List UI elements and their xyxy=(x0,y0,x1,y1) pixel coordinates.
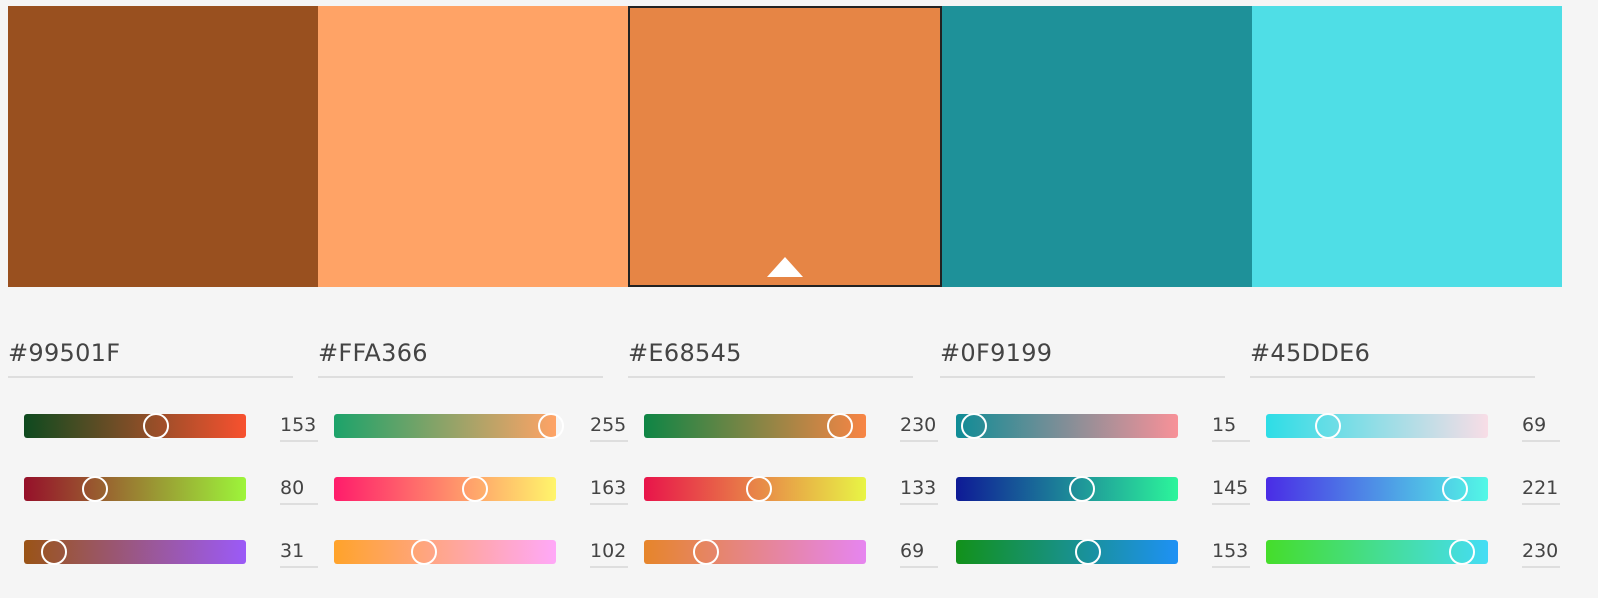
green-value-input[interactable]: 145 xyxy=(1212,473,1250,505)
blue-slider-knob[interactable] xyxy=(693,539,719,565)
blue-slider-track[interactable] xyxy=(334,540,556,564)
blue-slider-track[interactable] xyxy=(644,540,866,564)
red-value-input[interactable]: 255 xyxy=(590,410,628,442)
blue-value-input[interactable]: 102 xyxy=(590,536,628,568)
green-value-input[interactable]: 80 xyxy=(280,473,318,505)
color-swatch-2[interactable] xyxy=(318,6,628,287)
green-value-input[interactable]: 221 xyxy=(1522,473,1560,505)
selected-caret-icon xyxy=(767,257,803,277)
blue-value-input[interactable]: 230 xyxy=(1522,536,1560,568)
red-value-input[interactable]: 69 xyxy=(1522,410,1560,442)
blue-slider-track[interactable] xyxy=(956,540,1178,564)
color-column-3: #E68545 230 133 69 xyxy=(628,330,938,568)
red-value-input[interactable]: 230 xyxy=(900,410,938,442)
red-slider-knob[interactable] xyxy=(1315,413,1341,439)
blue-value-input[interactable]: 69 xyxy=(900,536,938,568)
blue-slider-knob[interactable] xyxy=(41,539,67,565)
green-slider-knob[interactable] xyxy=(82,476,108,502)
green-slider-knob[interactable] xyxy=(746,476,772,502)
hex-input[interactable]: #45DDE6 xyxy=(1250,330,1535,378)
color-column-4: #0F9199 15 145 153 xyxy=(940,330,1250,568)
color-swatch-1[interactable] xyxy=(8,6,318,287)
color-swatch-4[interactable] xyxy=(942,6,1252,287)
red-slider-knob[interactable] xyxy=(827,413,853,439)
green-value-input[interactable]: 163 xyxy=(590,473,628,505)
blue-slider-knob[interactable] xyxy=(1449,539,1475,565)
color-swatch-5[interactable] xyxy=(1252,6,1562,287)
green-slider-track[interactable] xyxy=(24,477,246,501)
blue-value-input[interactable]: 153 xyxy=(1212,536,1250,568)
red-slider-track[interactable] xyxy=(1266,414,1488,438)
color-column-2: #FFA366 255 163 102 xyxy=(318,330,628,568)
blue-slider-knob[interactable] xyxy=(1075,539,1101,565)
green-slider-knob[interactable] xyxy=(462,476,488,502)
color-column-5: #45DDE6 69 221 230 xyxy=(1250,330,1560,568)
red-slider-knob[interactable] xyxy=(143,413,169,439)
color-column-1: #99501F 153 80 31 xyxy=(8,330,318,568)
green-slider-knob[interactable] xyxy=(1442,476,1468,502)
green-slider-knob[interactable] xyxy=(1069,476,1095,502)
blue-value-input[interactable]: 31 xyxy=(280,536,318,568)
hex-input[interactable]: #99501F xyxy=(8,330,293,378)
green-slider-track[interactable] xyxy=(956,477,1178,501)
hex-input[interactable]: #E68545 xyxy=(628,330,913,378)
red-value-input[interactable]: 15 xyxy=(1212,410,1250,442)
blue-slider-knob[interactable] xyxy=(411,539,437,565)
red-slider-track[interactable] xyxy=(956,414,1178,438)
color-swatch-3[interactable] xyxy=(628,6,942,287)
hex-input[interactable]: #0F9199 xyxy=(940,330,1225,378)
green-slider-track[interactable] xyxy=(334,477,556,501)
red-slider-track[interactable] xyxy=(24,414,246,438)
red-value-input[interactable]: 153 xyxy=(280,410,318,442)
red-slider-track[interactable] xyxy=(334,414,556,438)
green-value-input[interactable]: 133 xyxy=(900,473,938,505)
hex-input[interactable]: #FFA366 xyxy=(318,330,603,378)
color-swatch-strip xyxy=(8,6,1598,287)
red-slider-knob[interactable] xyxy=(961,413,987,439)
red-slider-knob[interactable] xyxy=(538,413,564,439)
